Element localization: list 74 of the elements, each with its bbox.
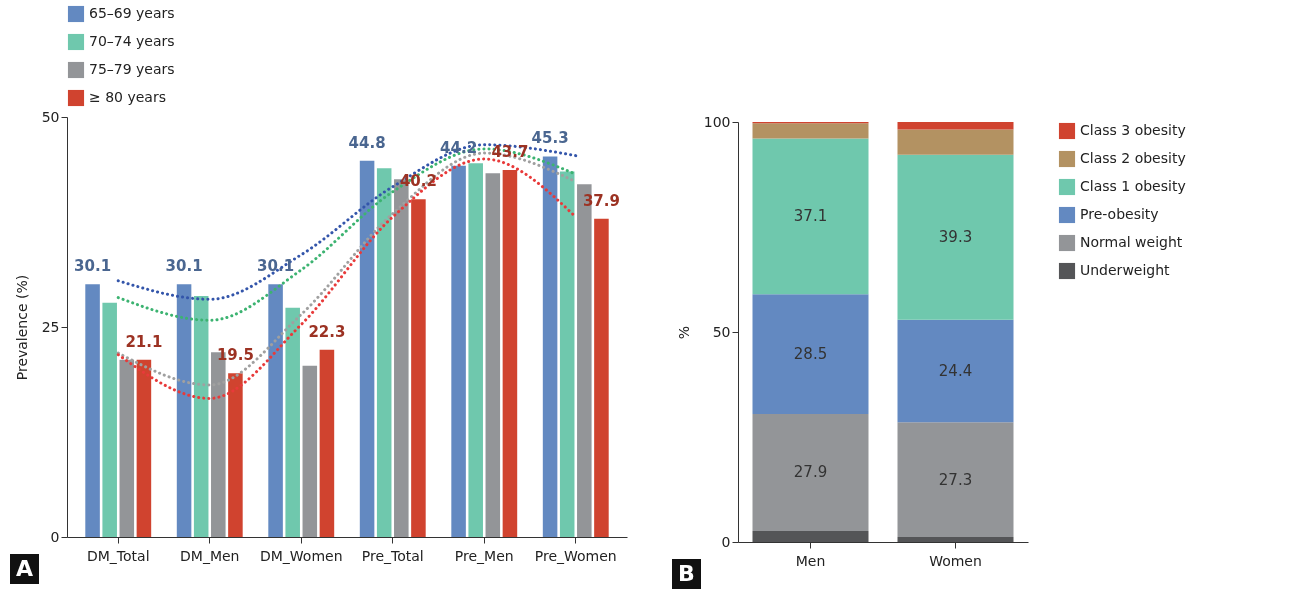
bar — [268, 284, 283, 537]
data-label: 30.1 — [74, 257, 112, 276]
x-tick-label: Pre_Women — [534, 547, 617, 564]
bar — [752, 413, 869, 532]
text: B — [672, 559, 701, 589]
bar — [228, 373, 243, 537]
bar — [897, 422, 1014, 537]
bar — [897, 129, 1014, 155]
bar — [485, 173, 501, 537]
data-label: 39.3 — [938, 228, 973, 247]
bar — [85, 284, 100, 537]
bar — [285, 307, 300, 537]
bar — [752, 138, 869, 295]
y-tick-label: 25 — [41, 318, 60, 335]
x-tick-label: DM_Total — [86, 547, 150, 564]
bar — [542, 156, 558, 537]
legend-label: Pre-obesity — [1080, 206, 1159, 222]
text: A — [10, 554, 40, 584]
data-label: 30.1 — [165, 257, 203, 276]
y-axis-title: % — [675, 325, 692, 340]
data-label: 37.1 — [793, 207, 828, 226]
bar — [752, 531, 869, 542]
bar — [451, 165, 466, 537]
bar — [136, 359, 152, 537]
legend-label: Class 3 obesity — [1080, 122, 1186, 138]
x-tick-label: DM_Men — [180, 547, 240, 564]
legend-label: 70–74 years — [89, 33, 175, 49]
bar — [319, 349, 335, 537]
data-label: 22.3 — [308, 322, 346, 341]
bar — [752, 294, 869, 414]
data-label: 19.5 — [216, 346, 254, 365]
bar — [897, 122, 1014, 130]
data-label: 24.4 — [938, 362, 973, 381]
bar — [897, 319, 1014, 423]
legend-label: Class 2 obesity — [1080, 150, 1186, 166]
bar — [176, 284, 192, 537]
x-tick-label: DM_Women — [259, 547, 343, 564]
data-label: 27.3 — [938, 470, 973, 489]
bar — [897, 154, 1014, 320]
y-tick-label: 100 — [703, 113, 731, 130]
data-label: 28.5 — [793, 345, 828, 364]
bar — [119, 359, 135, 537]
bar — [359, 160, 375, 537]
bar — [193, 295, 209, 537]
data-label: 21.1 — [125, 332, 163, 351]
bar — [376, 168, 392, 537]
bar — [302, 365, 318, 537]
data-label: 45.3 — [531, 129, 569, 148]
legend-label: ≥ 80 years — [89, 89, 166, 105]
legend-label: Normal weight — [1080, 234, 1183, 250]
legend-label: 75–79 years — [89, 61, 175, 77]
bar — [102, 302, 117, 537]
y-tick-label: 0 — [721, 533, 731, 550]
data-label: 27.9 — [793, 463, 828, 482]
legend-label: 65–69 years — [89, 5, 175, 21]
legend-label: Underweight — [1080, 262, 1171, 278]
bar — [897, 536, 1014, 542]
data-label: 44.8 — [348, 133, 386, 152]
bar — [502, 169, 518, 537]
y-tick-label: 50 — [41, 108, 60, 125]
y-axis-title: Prevalence (%) — [13, 274, 30, 381]
legend-label: Class 1 obesity — [1080, 178, 1186, 194]
x-tick-label: Women — [929, 552, 982, 569]
x-tick-label: Pre_Men — [454, 547, 514, 564]
x-tick-label: Men — [795, 552, 826, 569]
x-tick-label: Pre_Total — [361, 547, 424, 564]
bar — [752, 123, 869, 139]
bar — [468, 163, 483, 537]
bar — [411, 199, 426, 537]
bar — [594, 218, 609, 537]
bar — [559, 171, 575, 537]
y-tick-label: 0 — [50, 528, 60, 545]
data-label: 37.9 — [582, 191, 620, 210]
y-tick-label: 50 — [712, 323, 731, 340]
